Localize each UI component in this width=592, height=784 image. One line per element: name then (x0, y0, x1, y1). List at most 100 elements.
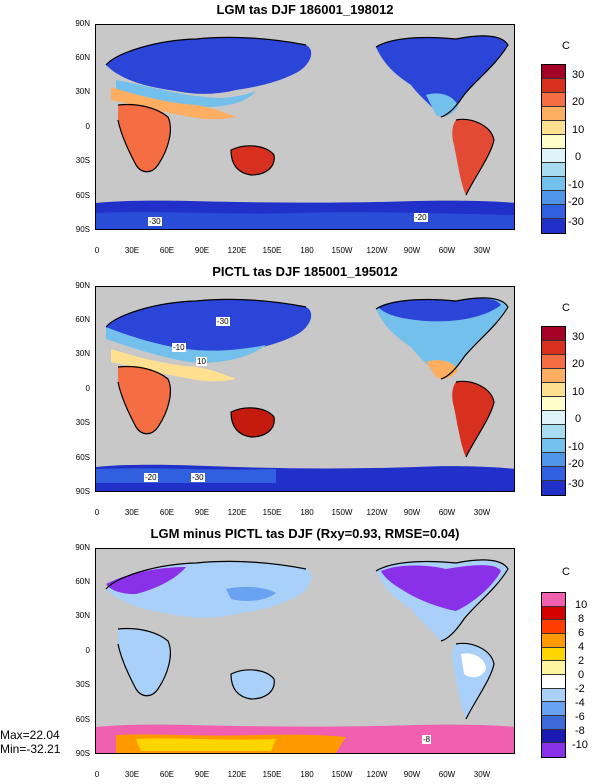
colorbar-segment (542, 121, 565, 135)
panel-title: LGM tas DJF 186001_198012 (216, 2, 394, 17)
lat-label: 60S (75, 453, 90, 462)
lon-label: 30E (124, 770, 140, 779)
lat-label: 90S (75, 225, 90, 234)
lon-label: 150E (262, 770, 282, 779)
lon-label: 150E (262, 508, 282, 517)
panel-lgm: LGM tas DJF 186001_198012 (0, 0, 592, 260)
lon-label: 90W (403, 246, 421, 255)
panel-pictl: PICTL tas DJF 185001_195012 -30 10 -10 (0, 262, 592, 522)
lon-label: 120W (366, 770, 388, 779)
colorbar-segment (542, 163, 565, 177)
lon-label: 0 (94, 246, 100, 255)
colorbar-label: -30 (568, 216, 584, 228)
colorbar-label: 0 (575, 413, 582, 425)
lat-label: 30N (75, 611, 90, 620)
colorbar-label: 30 (572, 331, 585, 343)
lon-label: 90E (194, 508, 210, 517)
colorbar-label: 2 (578, 655, 585, 667)
colorbar-segment (542, 674, 565, 689)
colorbar-segment (542, 481, 565, 495)
lon-label: 30W (473, 246, 491, 255)
contour-label: -30 (216, 317, 230, 326)
colorbar-segment (542, 107, 565, 121)
lat-label: 30S (75, 156, 90, 165)
lon-label: 90W (403, 508, 421, 517)
colorbar-segment (542, 177, 565, 191)
lon-label: 30W (473, 770, 491, 779)
lon-label: 90W (403, 770, 421, 779)
colorbar-segment (542, 647, 565, 662)
lat-label: 30N (75, 349, 90, 358)
lon-label: 30E (124, 246, 140, 255)
map-diff (96, 559, 514, 753)
lon-label: 180 (300, 770, 314, 779)
colorbar-segment (542, 93, 565, 107)
lon-label: 150W (331, 246, 353, 255)
colorbar-label: 10 (572, 124, 585, 136)
lat-label: 90N (75, 19, 90, 28)
lon-label: 90E (194, 246, 210, 255)
contour-label: 10 (196, 357, 207, 366)
colorbar-label: -6 (575, 711, 585, 723)
map-frame: -30 -20 (95, 24, 515, 230)
lat-label: 30S (75, 680, 90, 689)
colorbar-segment (542, 191, 565, 205)
lon-label: 0 (94, 770, 100, 779)
colorbar-label: -20 (568, 458, 584, 470)
lon-label: 150W (331, 770, 353, 779)
lat-label: 90N (75, 543, 90, 552)
colorbar-segment (542, 593, 565, 607)
lat-label: 0 (85, 122, 90, 131)
lon-label: 60W (438, 508, 456, 517)
lon-label: 150W (331, 508, 353, 517)
colorbar-segment (542, 369, 565, 383)
colorbar-label: -8 (575, 725, 585, 737)
colorbar-segment (542, 743, 565, 757)
lat-label: 90N (75, 281, 90, 290)
map-pictl (96, 297, 514, 491)
colorbar (541, 326, 566, 496)
colorbar-label: 10 (572, 386, 585, 398)
colorbar-segment (542, 355, 565, 369)
colorbar-label: -10 (568, 179, 584, 191)
lon-label: 30W (473, 508, 491, 517)
lon-label: 0 (94, 508, 100, 517)
colorbar-segment (542, 633, 565, 648)
colorbar-label: 10 (575, 599, 588, 611)
contour-label: -30 (191, 473, 205, 482)
colorbar-segment (542, 661, 565, 675)
colorbar-unit: C (562, 40, 570, 52)
colorbar-segment (542, 688, 565, 703)
colorbar-segment (542, 715, 565, 730)
lon-label: 120E (227, 246, 247, 255)
lon-label: 120E (227, 508, 247, 517)
map-frame: -30 10 -10 -20 -30 (95, 286, 515, 492)
lat-label: 0 (85, 384, 90, 393)
contour-label: -8 (422, 735, 432, 744)
lon-label: 180 (300, 246, 314, 255)
lat-label: 60N (75, 53, 90, 62)
lon-label: 120W (366, 246, 388, 255)
lat-label: 90S (75, 749, 90, 758)
lat-label: 30N (75, 87, 90, 96)
contour-label: -20 (414, 213, 428, 222)
lon-label: 60E (159, 508, 175, 517)
lon-label: 180 (300, 508, 314, 517)
colorbar-segment (542, 341, 565, 355)
colorbar-segment (542, 439, 565, 453)
contour-label: -30 (148, 217, 162, 226)
lon-label: 30E (124, 508, 140, 517)
panel-title: PICTL tas DJF 185001_195012 (212, 264, 398, 279)
stats-max: Max=22.04 (0, 728, 60, 742)
lon-label: 120W (366, 508, 388, 517)
colorbar-segment (542, 729, 565, 744)
colorbar-segment (542, 425, 565, 439)
colorbar-segment (542, 219, 565, 233)
lat-label: 0 (85, 646, 90, 655)
colorbar-segment (542, 135, 565, 149)
colorbar-label: 0 (578, 669, 585, 681)
colorbar-segment (542, 467, 565, 481)
colorbar-segment (542, 149, 565, 163)
lon-label: 60E (159, 246, 175, 255)
map-lgm (96, 35, 514, 229)
